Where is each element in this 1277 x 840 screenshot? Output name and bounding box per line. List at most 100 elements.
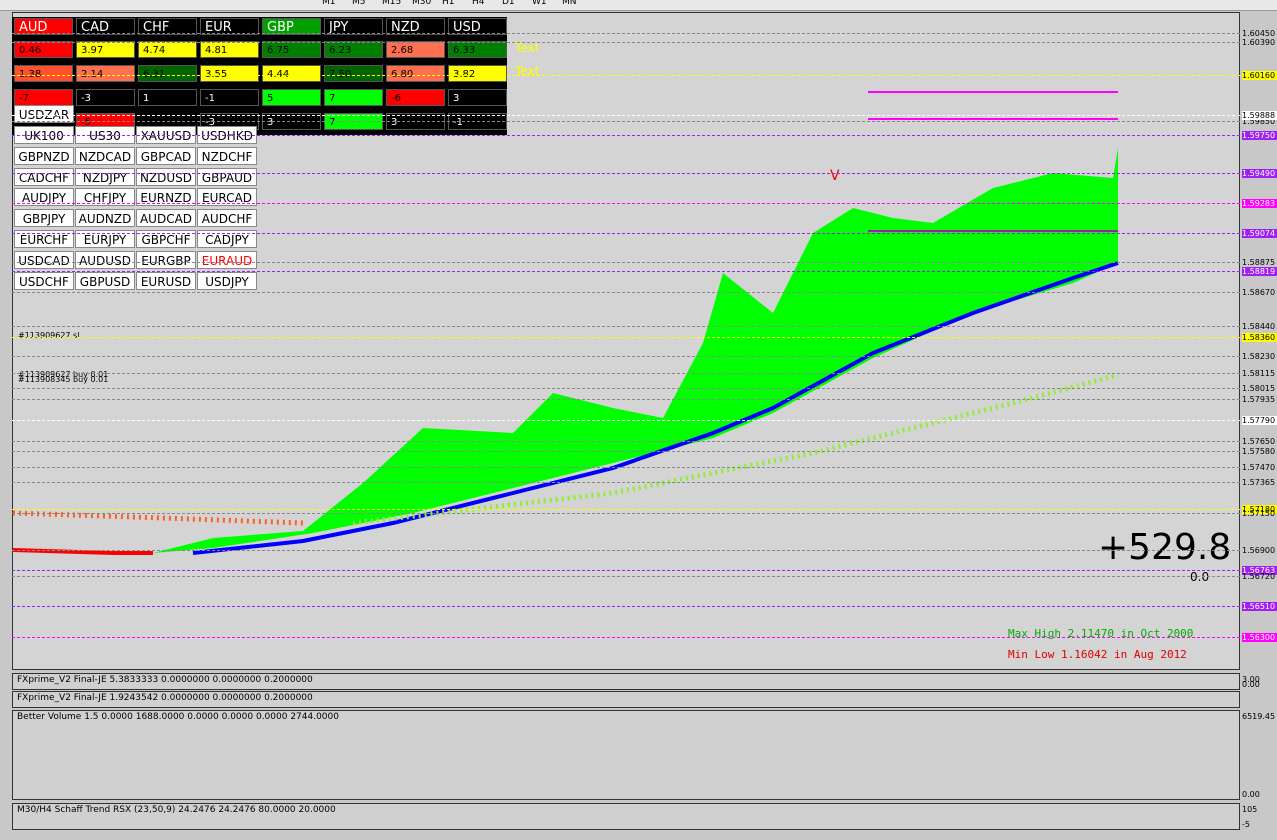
- pair-button[interactable]: GBPCHF: [136, 230, 196, 248]
- pair-button[interactable]: USDCHF: [14, 271, 74, 290]
- max-high: Max High 2.11470 in Oct 2000: [1008, 627, 1194, 640]
- pair-button[interactable]: NZDUSD: [136, 167, 196, 186]
- timeframe[interactable]: H4: [472, 0, 485, 7]
- red-line: [13, 548, 153, 555]
- pair-button[interactable]: NZDCAD: [75, 146, 135, 165]
- price-label: 1.56300: [1242, 633, 1277, 642]
- indicator-label: FXprime_V2 Final-JE 1.9243542 0.0000000 …: [17, 693, 313, 703]
- pair-button[interactable]: EURUSD: [136, 271, 196, 290]
- pair-button[interactable]: EURGBP: [136, 250, 196, 269]
- strength-cell: 2.68: [386, 41, 445, 58]
- indicator-axis-label: 0.00: [1242, 680, 1260, 689]
- strength-cell: 4.81: [200, 41, 259, 58]
- price-line: [12, 420, 1240, 422]
- trade-label: #113908345 buy 0.01: [18, 375, 109, 384]
- price-line: [12, 203, 1240, 205]
- pair-button[interactable]: EURNZD: [136, 188, 196, 207]
- timeframe[interactable]: M5: [352, 0, 366, 7]
- indicator-axis-label: 105: [1242, 805, 1258, 814]
- trade-label: #113909627 sl: [18, 331, 80, 340]
- indicator-panel: Better Volume 1.5 0.0000 1688.0000 0.000…: [12, 710, 1240, 800]
- indicator-panel: FXprime_V2 Final-JE 5.3833333 0.0000000 …: [12, 673, 1240, 690]
- strength-cell: 6.75: [262, 41, 321, 58]
- strength-cell: 4.44: [262, 65, 321, 82]
- currency-header: CHF: [138, 18, 197, 35]
- price-label: 1.58875: [1242, 258, 1276, 268]
- price-line: [12, 513, 1240, 515]
- pair-button[interactable]: US30: [75, 126, 135, 144]
- pair-button[interactable]: AUDNZD: [75, 209, 135, 228]
- price-label: 1.58230: [1242, 352, 1276, 362]
- strength-cell: 5: [262, 89, 321, 106]
- indicator-panel: M30/H4 Schaff Trend RSX (23,50,9) 24.247…: [12, 803, 1240, 830]
- pair-button[interactable]: EURCAD: [197, 188, 257, 207]
- strength-cell: 0.46: [14, 41, 73, 58]
- text-label: Text: [515, 41, 540, 55]
- pair-button[interactable]: AUDUSD: [75, 250, 135, 269]
- timeframe[interactable]: MN: [562, 0, 577, 7]
- timeframe[interactable]: M30: [412, 0, 432, 7]
- timeframe[interactable]: W1: [532, 0, 547, 7]
- price-line: [12, 262, 1240, 264]
- pair-button[interactable]: NZDJPY: [75, 167, 135, 186]
- dots-green: [352, 372, 1119, 526]
- price-label: 1.57935: [1242, 395, 1276, 405]
- price-line: [12, 75, 1240, 77]
- price-label: 1.59888: [1242, 111, 1277, 121]
- price-line: [12, 549, 1240, 551]
- pair-button[interactable]: GBPJPY: [14, 209, 74, 228]
- pair-button[interactable]: NZDCHF: [197, 146, 257, 165]
- timeframe[interactable]: H1: [442, 0, 455, 7]
- indicator-label: FXprime_V2 Final-JE 5.3833333 0.0000000 …: [17, 675, 313, 685]
- strength-cell: 7.50: [324, 65, 383, 82]
- pair-button[interactable]: USDCAD: [14, 250, 74, 269]
- price-line: [12, 466, 1240, 468]
- price-line: [12, 135, 1240, 137]
- price-line: [12, 569, 1240, 571]
- pair-button[interactable]: USDJPY: [197, 271, 257, 290]
- strength-cell: -3: [76, 89, 135, 106]
- strength-cell: 4.74: [138, 41, 197, 58]
- price-label: 1.57580: [1242, 446, 1276, 456]
- price-label: 1.60160: [1242, 71, 1277, 81]
- price-line: [12, 356, 1240, 358]
- price-label: 1.56510: [1242, 602, 1277, 612]
- pair-button[interactable]: EURCHF: [14, 230, 74, 248]
- pair-button[interactable]: EURAUD: [197, 250, 257, 269]
- indicator-axis-label: -5: [1242, 820, 1250, 829]
- price-label: 1.57365: [1242, 478, 1276, 488]
- pair-button[interactable]: AUDCHF: [197, 209, 257, 228]
- strength-cell: 7: [324, 89, 383, 106]
- pair-button[interactable]: USDZAR: [14, 105, 74, 123]
- strength-cell: 2.14: [76, 65, 135, 82]
- timeframe[interactable]: M15: [382, 0, 402, 7]
- price-label: 1.59850: [1242, 116, 1276, 126]
- currency-header: AUD: [14, 18, 73, 35]
- strength-cell: 3.55: [200, 65, 259, 82]
- price-line: [12, 172, 1240, 174]
- price-line: [12, 606, 1240, 608]
- pair-button[interactable]: AUDJPY: [14, 188, 74, 207]
- indicator-label: Better Volume 1.5 0.0000 1688.0000 0.000…: [17, 712, 339, 722]
- timeframe[interactable]: M1: [322, 0, 336, 7]
- pair-button[interactable]: GBPAUD: [197, 167, 257, 186]
- price-label: 1.58819: [1242, 266, 1277, 276]
- pair-button[interactable]: UK100: [14, 126, 74, 144]
- strength-cell: 6.23: [324, 41, 383, 58]
- pair-button[interactable]: GBPUSD: [75, 271, 135, 290]
- pair-button[interactable]: AUDCAD: [136, 209, 196, 228]
- trade-label: #113909627 buy 0.01: [18, 370, 109, 379]
- timeframe[interactable]: D1: [502, 0, 515, 7]
- pair-button[interactable]: CADCHF: [14, 167, 74, 186]
- trend-line: [192, 261, 1119, 555]
- price-label: 1.58115: [1242, 368, 1276, 378]
- pair-button[interactable]: GBPCAD: [136, 146, 196, 165]
- price-line: [12, 292, 1240, 294]
- pair-button[interactable]: GBPNZD: [14, 146, 74, 165]
- text-label: Text: [515, 64, 540, 78]
- strength-cell: 1.38: [14, 65, 73, 82]
- pair-button[interactable]: CADJPY: [197, 230, 257, 248]
- pair-button[interactable]: CHFJPY: [75, 188, 135, 207]
- pair-button[interactable]: EURJPY: [75, 230, 135, 248]
- price-label: 1.59750: [1242, 131, 1277, 141]
